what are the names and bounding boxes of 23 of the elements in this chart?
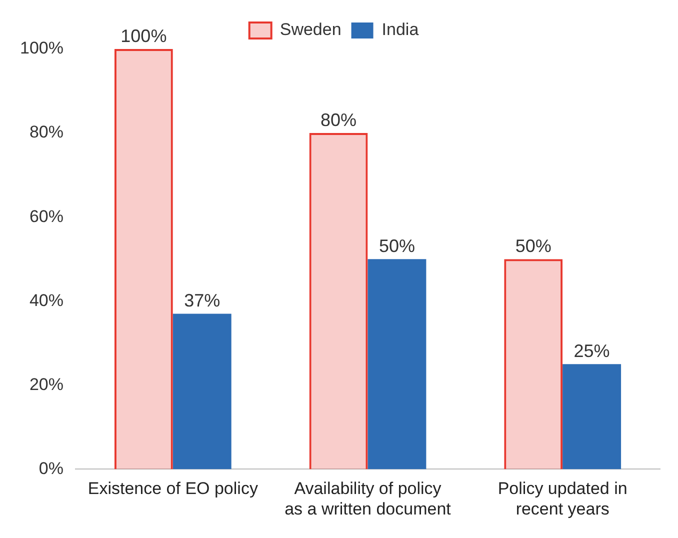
data-label: 80% — [320, 110, 357, 130]
bar — [368, 259, 426, 470]
data-label: 25% — [574, 341, 610, 362]
x-tick-label: Existence of EO policy — [88, 479, 258, 498]
data-label: 100% — [120, 26, 167, 46]
bar — [114, 49, 173, 470]
y-tick-label: 60% — [29, 206, 64, 226]
data-label: 50% — [515, 236, 552, 256]
data-label: 37% — [184, 290, 220, 311]
x-tick-label: Availability of policy as a written document — [284, 479, 452, 518]
legend-label: India — [382, 20, 420, 40]
x-tick-label: Policy updated in recent years — [498, 479, 628, 518]
bar — [172, 314, 232, 470]
bar — [562, 364, 622, 470]
legend-label: Sweden — [280, 20, 342, 40]
y-tick-label: 80% — [29, 122, 64, 142]
data-label: 50% — [378, 236, 415, 256]
y-tick-label: 100% — [20, 38, 64, 58]
bar — [504, 259, 563, 470]
bar — [309, 133, 368, 470]
y-tick-label: 0% — [38, 458, 64, 478]
y-tick-label: 40% — [29, 290, 64, 310]
y-tick-label: 20% — [29, 374, 64, 394]
